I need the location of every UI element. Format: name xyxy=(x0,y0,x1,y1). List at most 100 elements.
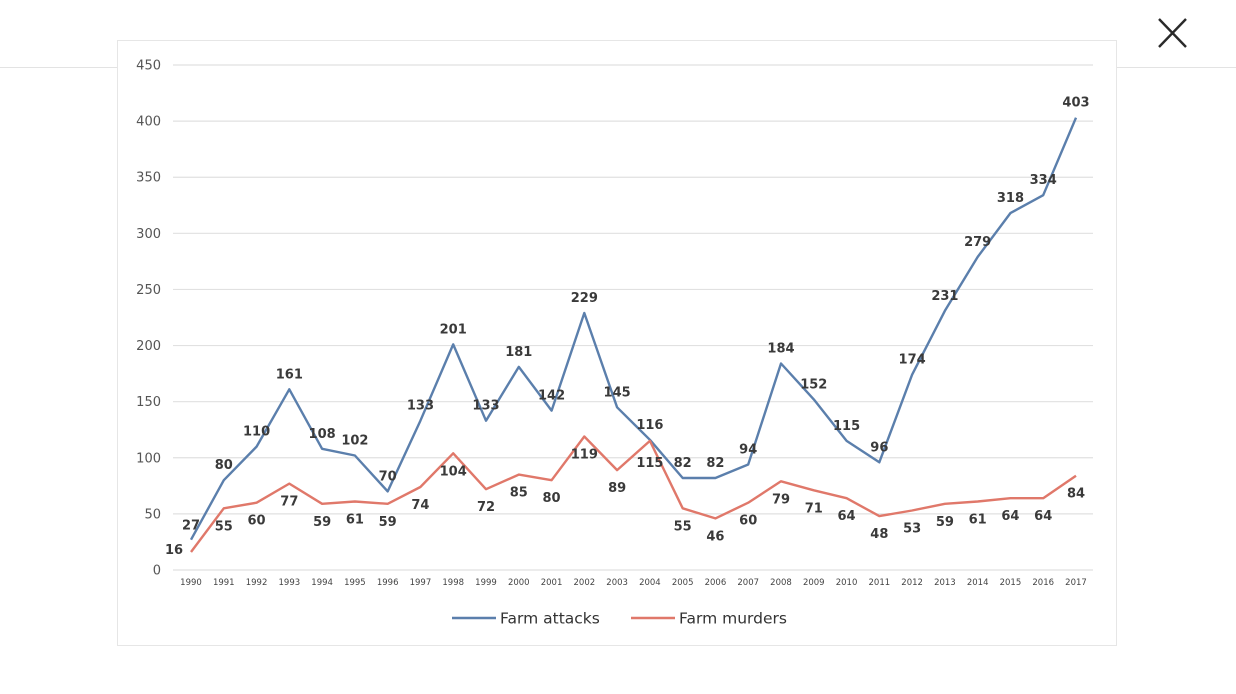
murders-data-label: 61 xyxy=(346,513,364,528)
murders-data-label: 119 xyxy=(571,447,598,462)
murders-data-label: 64 xyxy=(838,509,856,524)
murders-data-label: 55 xyxy=(215,519,233,534)
x-tick-label: 1994 xyxy=(311,578,333,588)
x-tick-label: 2008 xyxy=(770,578,792,588)
x-tick-label: 1997 xyxy=(410,578,432,588)
attacks-data-label: 229 xyxy=(571,291,598,306)
x-tick-label: 2010 xyxy=(836,578,858,588)
series-line-farm-murders xyxy=(190,435,1077,553)
murders-data-label: 74 xyxy=(411,498,429,513)
attacks-data-label: 231 xyxy=(931,289,958,304)
attacks-data-label: 334 xyxy=(1030,173,1057,188)
murders-data-label: 55 xyxy=(674,519,692,534)
attacks-data-label: 161 xyxy=(276,367,303,382)
x-tick-label: 1996 xyxy=(377,578,399,588)
attacks-data-label: 142 xyxy=(538,389,565,404)
x-tick-label: 1990 xyxy=(180,578,202,588)
attacks-data-label: 184 xyxy=(767,342,794,357)
murders-data-label: 61 xyxy=(969,513,987,528)
attacks-data-label: 318 xyxy=(997,191,1024,206)
murders-data-label: 48 xyxy=(870,527,888,542)
y-tick-label: 250 xyxy=(136,283,161,298)
murders-data-label: 60 xyxy=(248,514,266,529)
murders-data-label: 84 xyxy=(1067,487,1085,502)
legend-label-farm-murders: Farm murders xyxy=(679,610,787,628)
attacks-data-label: 116 xyxy=(636,418,663,433)
x-tick-label: 2016 xyxy=(1032,578,1054,588)
attacks-data-label: 110 xyxy=(243,425,270,440)
murders-data-label: 85 xyxy=(510,486,528,501)
murders-data-label: 16 xyxy=(165,543,183,558)
x-tick-label: 2005 xyxy=(672,578,694,588)
series-line-farm-attacks xyxy=(189,117,1078,541)
attacks-data-label: 115 xyxy=(833,419,860,434)
x-tick-label: 2017 xyxy=(1065,578,1087,588)
x-tick-label: 2014 xyxy=(967,578,989,588)
attacks-data-label: 133 xyxy=(472,399,499,414)
x-tick-label: 2000 xyxy=(508,578,530,588)
murders-data-label: 71 xyxy=(805,501,823,516)
murders-data-label: 59 xyxy=(313,515,331,530)
y-tick-label: 350 xyxy=(136,171,161,186)
y-tick-label: 50 xyxy=(144,507,161,522)
murders-data-label: 64 xyxy=(1034,509,1052,524)
attacks-data-label: 181 xyxy=(505,345,532,360)
attacks-data-label: 94 xyxy=(739,443,757,458)
y-tick-label: 200 xyxy=(136,339,161,354)
x-tick-label: 2007 xyxy=(737,578,759,588)
murders-data-label: 64 xyxy=(1001,509,1019,524)
murders-data-label: 53 xyxy=(903,522,921,537)
x-tick-label: 1999 xyxy=(475,578,497,588)
attacks-data-label: 279 xyxy=(964,235,991,250)
attacks-data-label: 403 xyxy=(1062,96,1089,111)
x-tick-label: 2004 xyxy=(639,578,661,588)
x-tick-label: 1992 xyxy=(246,578,268,588)
x-tick-label: 2002 xyxy=(574,578,596,588)
attacks-data-label: 102 xyxy=(341,434,368,449)
close-button[interactable] xyxy=(1150,14,1196,54)
x-tick-label: 1998 xyxy=(442,578,464,588)
x-tick-label: 2012 xyxy=(901,578,923,588)
y-tick-label: 0 xyxy=(153,564,161,579)
x-tick-label: 2001 xyxy=(541,578,563,588)
y-tick-label: 150 xyxy=(136,395,161,410)
attacks-data-label: 27 xyxy=(182,519,200,534)
attacks-data-label: 108 xyxy=(309,427,336,442)
y-tick-label: 450 xyxy=(136,59,161,74)
attacks-data-label: 96 xyxy=(870,440,888,455)
attacks-data-label: 70 xyxy=(379,469,397,484)
murders-data-label: 59 xyxy=(379,515,397,530)
x-tick-label: 2013 xyxy=(934,578,956,588)
attacks-data-label: 80 xyxy=(215,458,233,473)
attacks-data-label: 82 xyxy=(674,456,692,471)
x-tick-label: 1995 xyxy=(344,578,366,588)
x-tick-label: 2015 xyxy=(1000,578,1022,588)
line-chart: 0 50 100 150 200 250 300 350 400 450 1990 1991 1992 1… xyxy=(136,59,1093,628)
x-tick-label: 1991 xyxy=(213,578,235,588)
murders-data-label: 80 xyxy=(543,491,561,506)
legend-label-farm-attacks: Farm attacks xyxy=(500,610,600,628)
murders-data-label: 89 xyxy=(608,481,626,496)
y-tick-label: 400 xyxy=(136,115,161,130)
murders-data-label: 60 xyxy=(739,514,757,529)
attacks-data-label: 82 xyxy=(706,456,724,471)
attacks-data-label: 174 xyxy=(899,353,926,368)
attacks-data-label: 152 xyxy=(800,377,827,392)
murders-data-label: 59 xyxy=(936,515,954,530)
x-tick-label: 2009 xyxy=(803,578,825,588)
murders-data-label: 79 xyxy=(772,492,790,507)
murders-data-label: 77 xyxy=(280,495,298,510)
x-tick-label: 2006 xyxy=(705,578,727,588)
y-tick-label: 300 xyxy=(136,227,161,242)
y-tick-label: 100 xyxy=(136,451,161,466)
murders-data-label: 104 xyxy=(440,464,467,479)
murders-data-label: 46 xyxy=(706,529,724,544)
attacks-data-label: 145 xyxy=(604,385,631,400)
murders-data-label: 72 xyxy=(477,500,495,515)
murders-data-label: 115 xyxy=(636,456,663,471)
chart-container: 0 50 100 150 200 250 300 350 400 450 1990 1991 1992 1… xyxy=(117,40,1117,646)
attacks-data-label: 133 xyxy=(407,399,434,414)
close-icon xyxy=(1158,18,1187,48)
x-tick-label: 2003 xyxy=(606,578,628,588)
x-tick-label: 1993 xyxy=(279,578,301,588)
